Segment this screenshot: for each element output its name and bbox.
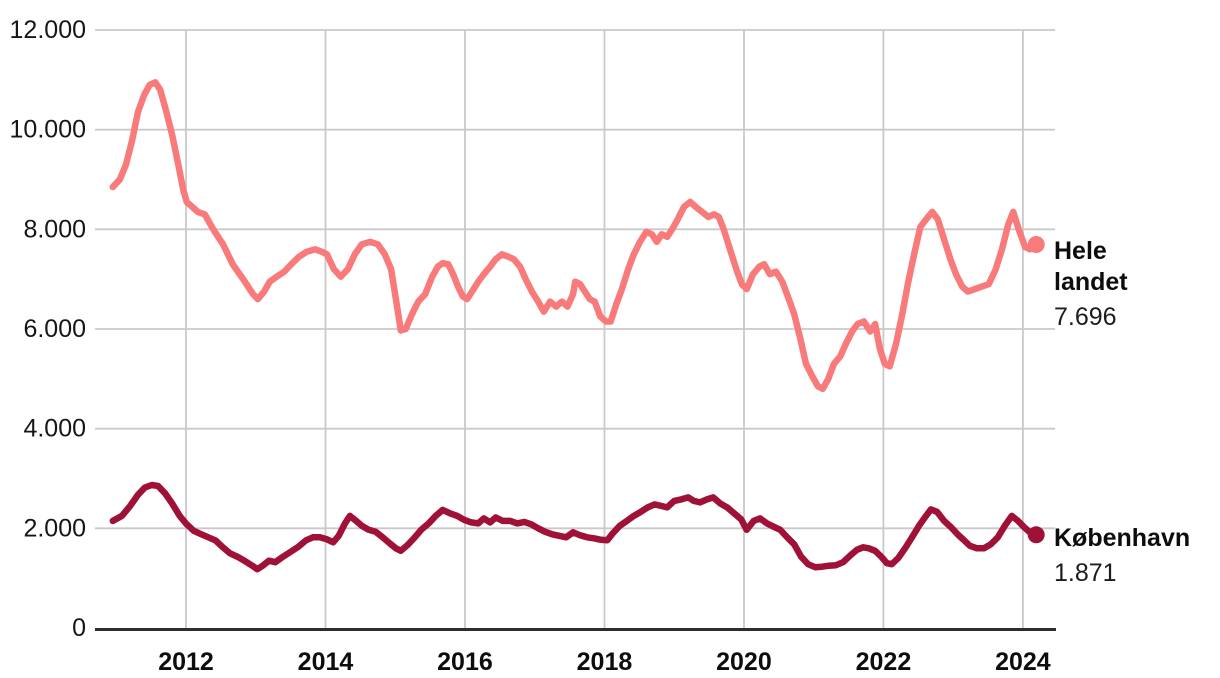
x-axis-tick-label: 2016 <box>437 648 493 676</box>
series-legend-kobenhavn: København 1.871 <box>1054 523 1220 589</box>
x-axis-tick-label: 2022 <box>856 648 912 676</box>
x-axis-tick-label: 2018 <box>577 648 633 676</box>
y-axis-tick-label: 6.000 <box>23 315 86 343</box>
series-legend-hele-landet: Hele landet 7.696 <box>1054 236 1164 333</box>
x-axis-tick-label: 2020 <box>716 648 772 676</box>
y-axis-tick-label: 12.000 <box>10 16 86 44</box>
series-name-kobenhavn: København <box>1054 524 1191 552</box>
x-axis-tick-label: 2014 <box>298 648 354 676</box>
series-line-hele-landet <box>109 79 1040 393</box>
x-axis-tick-label: 2024 <box>995 648 1051 676</box>
series-end-dot-hele-landet <box>1027 236 1045 253</box>
series-value-hele-landet: 7.696 <box>1054 303 1117 331</box>
x-axis-tick-label: 2012 <box>158 648 214 676</box>
series-name-hele-landet: Hele landet <box>1054 237 1128 296</box>
y-axis-tick-label: 0 <box>72 614 86 642</box>
y-axis-tick-label: 2.000 <box>23 514 86 542</box>
y-axis-tick-label: 10.000 <box>10 116 86 144</box>
y-axis-tick-label: 8.000 <box>23 215 86 243</box>
y-axis-tick-label: 4.000 <box>23 415 86 443</box>
series-value-kobenhavn: 1.871 <box>1054 559 1117 587</box>
series-end-dot-k-benhavn <box>1027 526 1045 544</box>
series-line-k-benhavn <box>109 481 1040 573</box>
